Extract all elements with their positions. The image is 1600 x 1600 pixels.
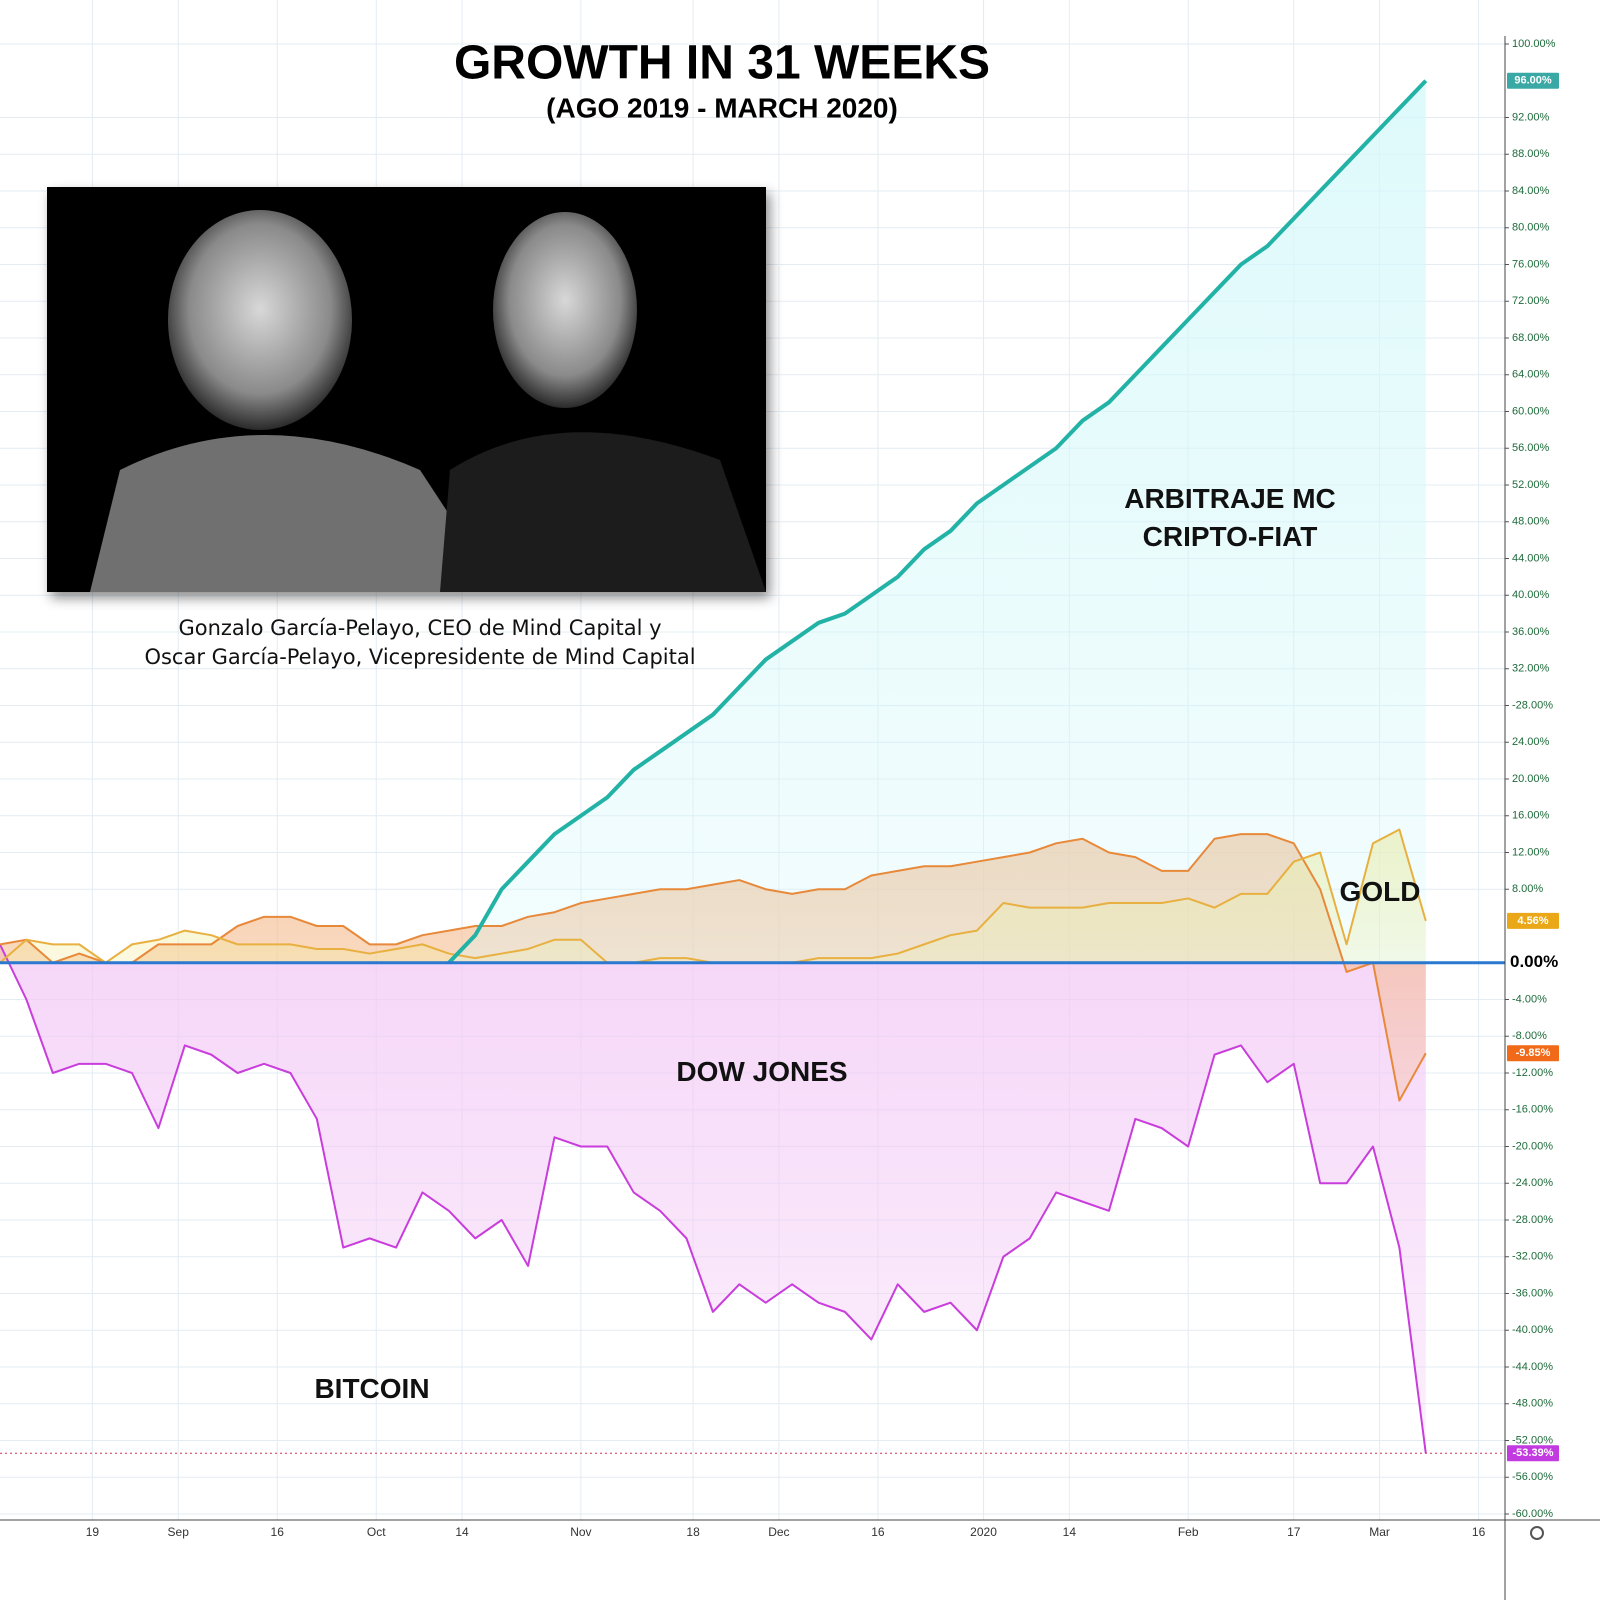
y-tick-label: 20.00%	[1512, 773, 1550, 785]
y-tick-label: 92.00%	[1512, 111, 1550, 123]
y-tick-label: 72.00%	[1512, 295, 1550, 307]
x-tick-label: 19	[86, 1525, 100, 1539]
x-tick-label: Dec	[768, 1525, 789, 1539]
line	[0, 833, 1427, 1102]
y-tick-label: -44.00%	[1512, 1361, 1553, 1373]
y-tick-label: -48.00%	[1512, 1398, 1553, 1410]
y-tick-label: 56.00%	[1512, 442, 1550, 454]
y-tick-label: -32.00%	[1512, 1251, 1553, 1263]
x-tick-label: Oct	[367, 1525, 386, 1539]
area-fill	[0, 944, 1426, 1454]
y-tick-label: 52.00%	[1512, 479, 1550, 491]
y-tick-label: -12.00%	[1512, 1067, 1553, 1079]
y-tick-label: -56.00%	[1512, 1471, 1553, 1483]
y-tick-label: 24.00%	[1512, 736, 1550, 748]
y-tick-label: 60.00%	[1512, 405, 1550, 417]
chart-title: GROWTH IN 31 WEEKS	[454, 37, 990, 90]
y-tick-label: 100.00%	[1512, 38, 1556, 50]
y-tick-label: -24.00%	[1512, 1177, 1553, 1189]
y-tick-label: 84.00%	[1512, 185, 1550, 197]
y-tick-label: 80.00%	[1512, 222, 1550, 234]
line	[0, 943, 1427, 1454]
y-tick-label: -40.00%	[1512, 1324, 1553, 1336]
photo-caption: Oscar García-Pelayo, Vicepresidente de M…	[144, 645, 696, 669]
y-tick-label: 0.00%	[1510, 952, 1558, 971]
photo-caption: Gonzalo García-Pelayo, CEO de Mind Capit…	[178, 616, 662, 640]
y-tick-label: -28.00%	[1512, 699, 1553, 711]
person-left-head	[168, 210, 352, 430]
area-fill	[448, 80, 1426, 963]
end-tag-label: -9.85%	[1516, 1047, 1551, 1059]
y-tick-label: -60.00%	[1512, 1508, 1553, 1520]
x-tick-label: 14	[1063, 1525, 1077, 1539]
end-tag-label: 96.00%	[1514, 75, 1552, 87]
y-tick-label: 68.00%	[1512, 332, 1550, 344]
x-tick-label: 16	[871, 1525, 885, 1539]
x-tick-label: Sep	[168, 1525, 190, 1539]
x-tick-label: 16	[1472, 1525, 1486, 1539]
x-tick-label: Mar	[1369, 1525, 1390, 1539]
end-tag	[1507, 1045, 1559, 1062]
x-tick-label: 17	[1287, 1525, 1301, 1539]
series-label: ARBITRAJE MC CRIPTO-FIAT	[1124, 483, 1336, 552]
x-tick-label: 16	[271, 1525, 285, 1539]
chart-subtitle: (AGO 2019 - MARCH 2020)	[546, 92, 898, 123]
end-tag	[1507, 1445, 1559, 1462]
y-tick-label: 36.00%	[1512, 626, 1550, 638]
x-tick-label: Nov	[570, 1525, 591, 1539]
y-tick-label: 44.00%	[1512, 552, 1550, 564]
end-tag	[1507, 912, 1559, 929]
y-tick-label: 88.00%	[1512, 148, 1550, 160]
x-tick-label: 14	[455, 1525, 469, 1539]
series-label: GOLD	[1339, 876, 1421, 907]
series-label: DOW JONES	[676, 1056, 848, 1087]
person-right-body	[440, 432, 766, 592]
y-tick-label: -36.00%	[1512, 1287, 1553, 1299]
y-tick-label: -16.00%	[1512, 1104, 1553, 1116]
y-tick-label: 40.00%	[1512, 589, 1550, 601]
line	[447, 79, 1428, 965]
y-tick-label: 16.00%	[1512, 810, 1550, 822]
series-label: BITCOIN	[314, 1373, 430, 1404]
x-tick-label: 2020	[970, 1525, 997, 1539]
y-tick-label: 32.00%	[1512, 663, 1550, 675]
axes: 100.00% 92.00% 88.00% 84.00% 80.00% 76.00% 72.…	[0, 36, 1600, 1600]
y-tick-label: 8.00%	[1512, 883, 1543, 895]
areas	[0, 80, 1426, 1454]
photo	[47, 187, 766, 592]
y-tick-label: 64.00%	[1512, 369, 1550, 381]
y-tick-label: 76.00%	[1512, 258, 1550, 270]
y-tick-label: -8.00%	[1512, 1030, 1547, 1042]
settings-icon[interactable]	[1530, 1526, 1544, 1540]
end-tag-label: 4.56%	[1517, 915, 1548, 927]
x-tick-label: Feb	[1178, 1525, 1199, 1539]
y-tick-label: -28.00%	[1512, 1214, 1553, 1226]
person-right-head	[493, 212, 637, 408]
y-tick-label: 12.00%	[1512, 846, 1550, 858]
y-tick-label: -52.00%	[1512, 1434, 1553, 1446]
y-tick-label: -20.00%	[1512, 1140, 1553, 1152]
y-tick-label: -4.00%	[1512, 993, 1547, 1005]
end-tag	[1507, 72, 1559, 89]
person-left-body	[90, 435, 500, 592]
x-tick-label: 18	[686, 1525, 700, 1539]
end-tag-label: -53.39%	[1513, 1447, 1554, 1459]
y-tick-label: 48.00%	[1512, 516, 1550, 528]
